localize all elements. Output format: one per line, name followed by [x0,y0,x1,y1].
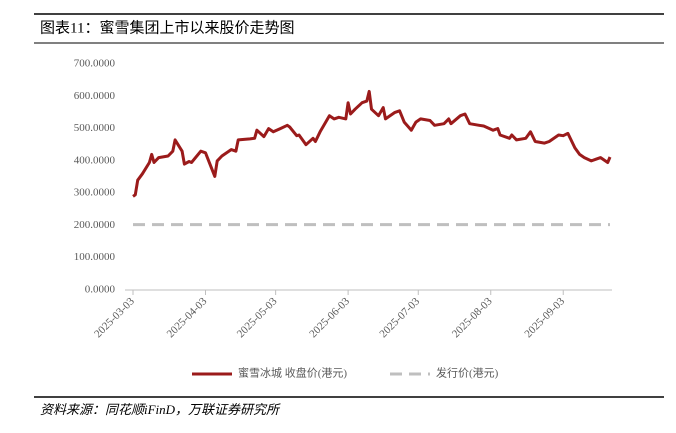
y-tick-label: 200.0000 [74,219,116,231]
y-tick-label: 300.0000 [74,187,116,199]
y-tick-label: 500.0000 [74,122,116,134]
x-tick-label: 2025-08-03 [450,295,495,340]
y-tick-label: 400.0000 [74,154,116,166]
x-tick-label: 2025-07-03 [377,295,422,340]
series-line [132,89,612,198]
legend-label: 蜜雪冰城 收盘价(港元) [238,366,347,380]
x-tick-label: 2025-03-03 [92,295,137,340]
y-tick-label: 100.0000 [74,251,116,263]
y-tick-label: 600.0000 [74,90,116,102]
x-tick-label: 2025-09-03 [522,295,567,340]
y-tick-label: 700.0000 [74,58,116,70]
chart-title: 图表11：蜜雪集团上市以来股价走势图 [40,19,294,36]
legend-label: 发行价(港元) [436,366,499,380]
x-tick-label: 2025-05-03 [235,295,280,340]
x-tick-label: 2025-06-03 [307,295,352,340]
y-tick-label: 0.0000 [85,284,116,296]
x-tick-label: 2025-04-03 [165,295,210,340]
source: 资料来源：同花顺iFinD，万联证券研究所 [40,402,281,417]
